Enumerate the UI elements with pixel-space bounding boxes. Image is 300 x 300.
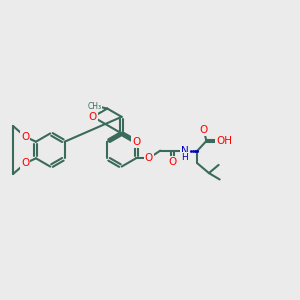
Text: O: O bbox=[21, 132, 29, 142]
Text: CH₃: CH₃ bbox=[87, 101, 101, 110]
Text: N: N bbox=[181, 146, 189, 156]
Text: O: O bbox=[89, 112, 97, 122]
Text: O: O bbox=[168, 157, 177, 167]
Text: OH: OH bbox=[216, 136, 232, 146]
Text: O: O bbox=[200, 125, 208, 135]
Text: O: O bbox=[132, 137, 140, 147]
Text: H: H bbox=[181, 153, 188, 162]
Text: O: O bbox=[21, 158, 29, 168]
Text: O: O bbox=[145, 153, 153, 163]
